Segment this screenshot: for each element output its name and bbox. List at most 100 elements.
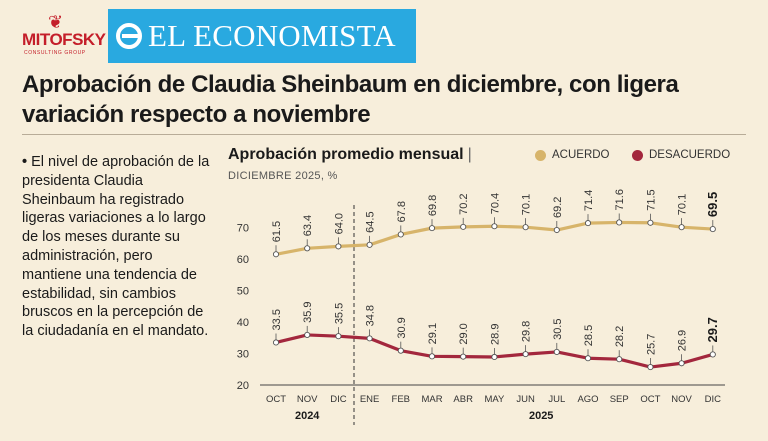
data-point <box>491 223 498 230</box>
data-label: 63.4 <box>302 215 314 236</box>
data-point <box>709 351 716 358</box>
x-tick-label: MAR <box>421 394 442 405</box>
x-tick-label: FEB <box>392 394 410 405</box>
data-point <box>584 355 592 362</box>
economista-brand: EL ECONOMISTA <box>148 18 396 53</box>
bullet-dot: • <box>22 154 32 170</box>
data-label: 25.7 <box>645 334 657 355</box>
data-point <box>678 360 685 367</box>
data-label: 29.0 <box>458 323 470 344</box>
data-point <box>522 224 529 231</box>
chart-subtitle: DICIEMBRE 2025, % <box>228 170 338 182</box>
data-point <box>647 363 654 371</box>
data-label: 30.9 <box>396 317 408 338</box>
data-label: 29.7 <box>705 317 720 342</box>
data-label: 71.6 <box>614 189 626 210</box>
data-label: 69.5 <box>705 192 720 217</box>
divider <box>22 134 746 135</box>
data-point <box>709 226 716 233</box>
data-label: 61.5 <box>271 221 283 242</box>
data-label: 28.9 <box>489 324 501 345</box>
y-tick-label: 20 <box>237 380 249 392</box>
legend-acuerdo: ACUERDO <box>535 149 610 161</box>
data-point <box>553 226 560 234</box>
x-tick-label: MAY <box>484 394 505 405</box>
mitofsky-logo: ❦ MITOFSKY CONSULTING GROUP <box>22 12 106 62</box>
x-tick-label: JUN <box>516 394 535 405</box>
y-tick-label: 30 <box>237 349 249 361</box>
data-point <box>304 331 311 338</box>
x-tick-label: OCT <box>266 394 286 405</box>
data-label: 70.1 <box>677 194 689 215</box>
title-separator: | <box>467 146 472 163</box>
y-tick-label: 50 <box>237 286 249 298</box>
bullet-paragraph: • El nivel de aprobación de la president… <box>22 153 214 341</box>
bird-icon: ❦ <box>48 12 64 32</box>
data-label: 69.8 <box>427 195 439 216</box>
data-label: 29.8 <box>521 321 533 342</box>
data-point <box>335 333 342 340</box>
data-label: 67.8 <box>396 201 408 222</box>
x-tick-label: ENE <box>360 394 380 405</box>
y-tick-label: 70 <box>237 223 249 235</box>
x-tick-label: ABR <box>453 394 473 405</box>
year-label: 2024 <box>295 410 320 422</box>
x-tick-label: SEP <box>610 394 629 405</box>
legend-label-desacuerdo: DESACUERDO <box>649 149 731 161</box>
data-label: 64.5 <box>365 211 377 232</box>
data-point <box>491 353 498 361</box>
data-point <box>616 219 623 226</box>
data-label: 33.5 <box>271 309 283 330</box>
data-point <box>304 245 311 252</box>
data-label: 34.8 <box>365 305 377 326</box>
x-tick-label: DIC <box>330 394 347 405</box>
data-label: 70.4 <box>489 193 501 214</box>
data-point <box>272 339 280 346</box>
data-label: 71.4 <box>583 190 595 211</box>
data-point <box>428 353 436 360</box>
y-tick-label: 40 <box>237 317 249 329</box>
data-label: 28.5 <box>583 325 595 346</box>
data-point <box>647 219 654 226</box>
year-label: 2025 <box>529 410 553 422</box>
el-economista-logo: EL ECONOMISTA <box>108 9 416 63</box>
data-point <box>460 353 467 360</box>
x-tick-label: JUL <box>548 394 565 405</box>
data-point <box>522 351 529 358</box>
data-point <box>366 335 373 342</box>
mitofsky-tagline: CONSULTING GROUP <box>24 50 86 56</box>
data-label: 26.9 <box>677 330 689 351</box>
data-point <box>397 231 404 238</box>
mitofsky-brand: MITOFSKY <box>22 30 106 49</box>
data-label: 28.2 <box>614 326 626 347</box>
data-label: 64.0 <box>333 213 345 234</box>
data-point <box>553 348 560 355</box>
x-tick-label: NOV <box>671 394 692 405</box>
headline: Aprobación de Claudia Sheinbaum en dicie… <box>22 71 679 128</box>
data-point <box>428 225 436 232</box>
legend-swatch-desacuerdo <box>632 149 643 161</box>
bullet-text: El nivel de aprobación de la presidenta … <box>22 154 210 340</box>
data-label: 70.2 <box>458 193 470 214</box>
data-point <box>397 347 404 354</box>
x-tick-label: DIC <box>705 394 722 405</box>
legend-swatch-acuerdo <box>535 149 546 161</box>
data-point <box>616 356 623 363</box>
x-tick-label: AGO <box>577 394 598 405</box>
data-point <box>460 223 467 230</box>
data-label: 29.1 <box>427 323 439 344</box>
data-label: 69.2 <box>552 197 564 218</box>
data-point <box>335 243 342 250</box>
data-point <box>678 224 685 231</box>
data-label: 35.5 <box>333 303 345 324</box>
chart-title: Aprobación promedio mensual | <box>228 146 472 164</box>
x-tick-label: OCT <box>640 394 660 405</box>
legend-desacuerdo: DESACUERDO <box>632 149 730 161</box>
data-point <box>272 251 280 258</box>
x-tick-label: NOV <box>297 394 318 405</box>
data-label: 30.5 <box>552 319 564 340</box>
chart-title-text: Aprobación promedio mensual <box>228 146 464 163</box>
data-label: 70.1 <box>521 194 533 215</box>
data-point <box>584 220 592 227</box>
